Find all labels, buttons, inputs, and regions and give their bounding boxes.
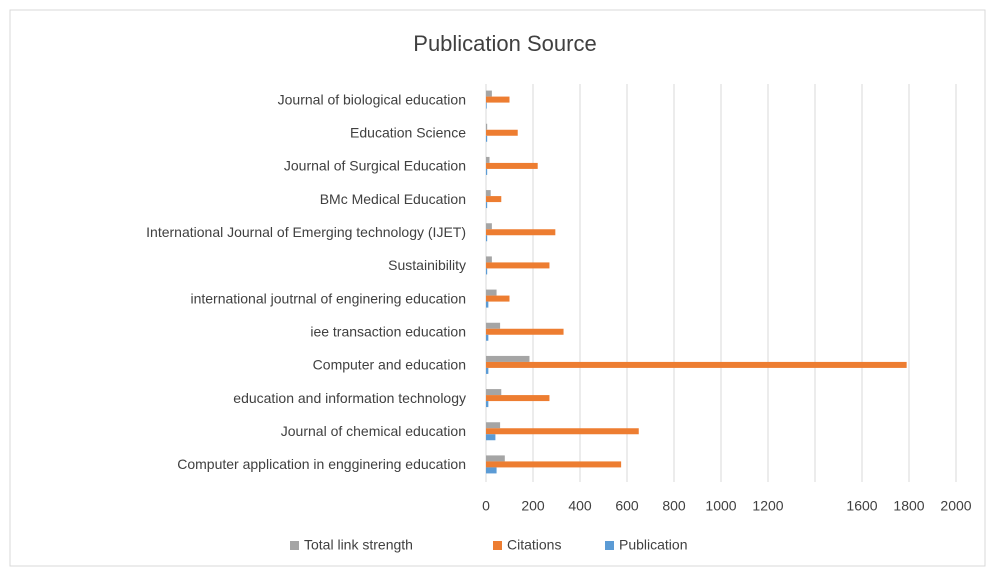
bar: [486, 301, 489, 308]
x-tick-label: 0: [482, 498, 490, 514]
legend-label: Total link strength: [304, 537, 413, 553]
bar: [486, 90, 492, 97]
x-tick-label: 200: [521, 498, 545, 514]
bar: [486, 202, 488, 209]
bar: [486, 235, 488, 242]
bar: [486, 434, 496, 441]
x-tick-label: 1600: [846, 498, 877, 514]
y-tick-label: Computer and education: [313, 357, 466, 373]
bar: [486, 102, 487, 109]
bar: [486, 196, 502, 203]
y-tick-label: Journal of chemical education: [281, 423, 466, 439]
bar: [486, 123, 488, 130]
bar: [486, 268, 488, 275]
y-tick-label: International Journal of Emerging techno…: [146, 224, 466, 240]
x-tick-label: 800: [662, 498, 686, 514]
bar: [486, 334, 489, 341]
bar: [486, 361, 907, 368]
bar: [486, 389, 502, 396]
chart-title: Publication Source: [413, 31, 596, 56]
legend-label: Citations: [507, 537, 561, 553]
bar: [486, 223, 492, 230]
bar: [486, 168, 488, 175]
bar: [486, 422, 501, 429]
y-tick-label: Sustainibility: [388, 257, 466, 273]
bar: [486, 262, 550, 269]
bar: [486, 428, 639, 435]
legend-label: Publication: [619, 537, 688, 553]
y-tick-label: Computer application in engginering educ…: [177, 456, 466, 472]
y-tick-label: Education Science: [350, 124, 466, 140]
x-tick-label: 2000: [940, 498, 971, 514]
y-tick-label: iee transaction education: [310, 323, 466, 339]
bar: [486, 229, 556, 236]
y-tick-label: Journal of Surgical Education: [284, 158, 466, 174]
bar: [486, 455, 505, 462]
y-tick-label: Journal of biological education: [278, 91, 466, 107]
bar: [486, 295, 510, 302]
bar: [486, 156, 490, 163]
bar: [486, 461, 622, 468]
legend-swatch: [493, 541, 502, 550]
bar: [486, 129, 518, 136]
bar: [486, 328, 564, 335]
bar: [486, 322, 501, 329]
bar: [486, 289, 497, 296]
bar: [486, 395, 550, 402]
x-tick-label: 1800: [893, 498, 924, 514]
x-tick-label: 400: [568, 498, 592, 514]
bar: [486, 162, 538, 169]
legend-swatch: [605, 541, 614, 550]
x-tick-label: 600: [615, 498, 639, 514]
bar: [486, 467, 497, 474]
y-tick-label: BMc Medical Education: [320, 191, 466, 207]
legend-swatch: [290, 541, 299, 550]
bar: [486, 96, 510, 103]
bar: [486, 256, 492, 263]
x-tick-label: 1200: [752, 498, 783, 514]
bar: [486, 135, 488, 142]
chart-frame: [9, 9, 986, 567]
y-tick-label: international joutrnal of enginering edu…: [190, 290, 466, 306]
x-tick-label: 1000: [705, 498, 736, 514]
bar: [486, 401, 489, 408]
bar: [486, 190, 491, 197]
y-tick-label: education and information technology: [233, 390, 466, 406]
bar: [486, 355, 530, 362]
bar: [486, 367, 489, 374]
